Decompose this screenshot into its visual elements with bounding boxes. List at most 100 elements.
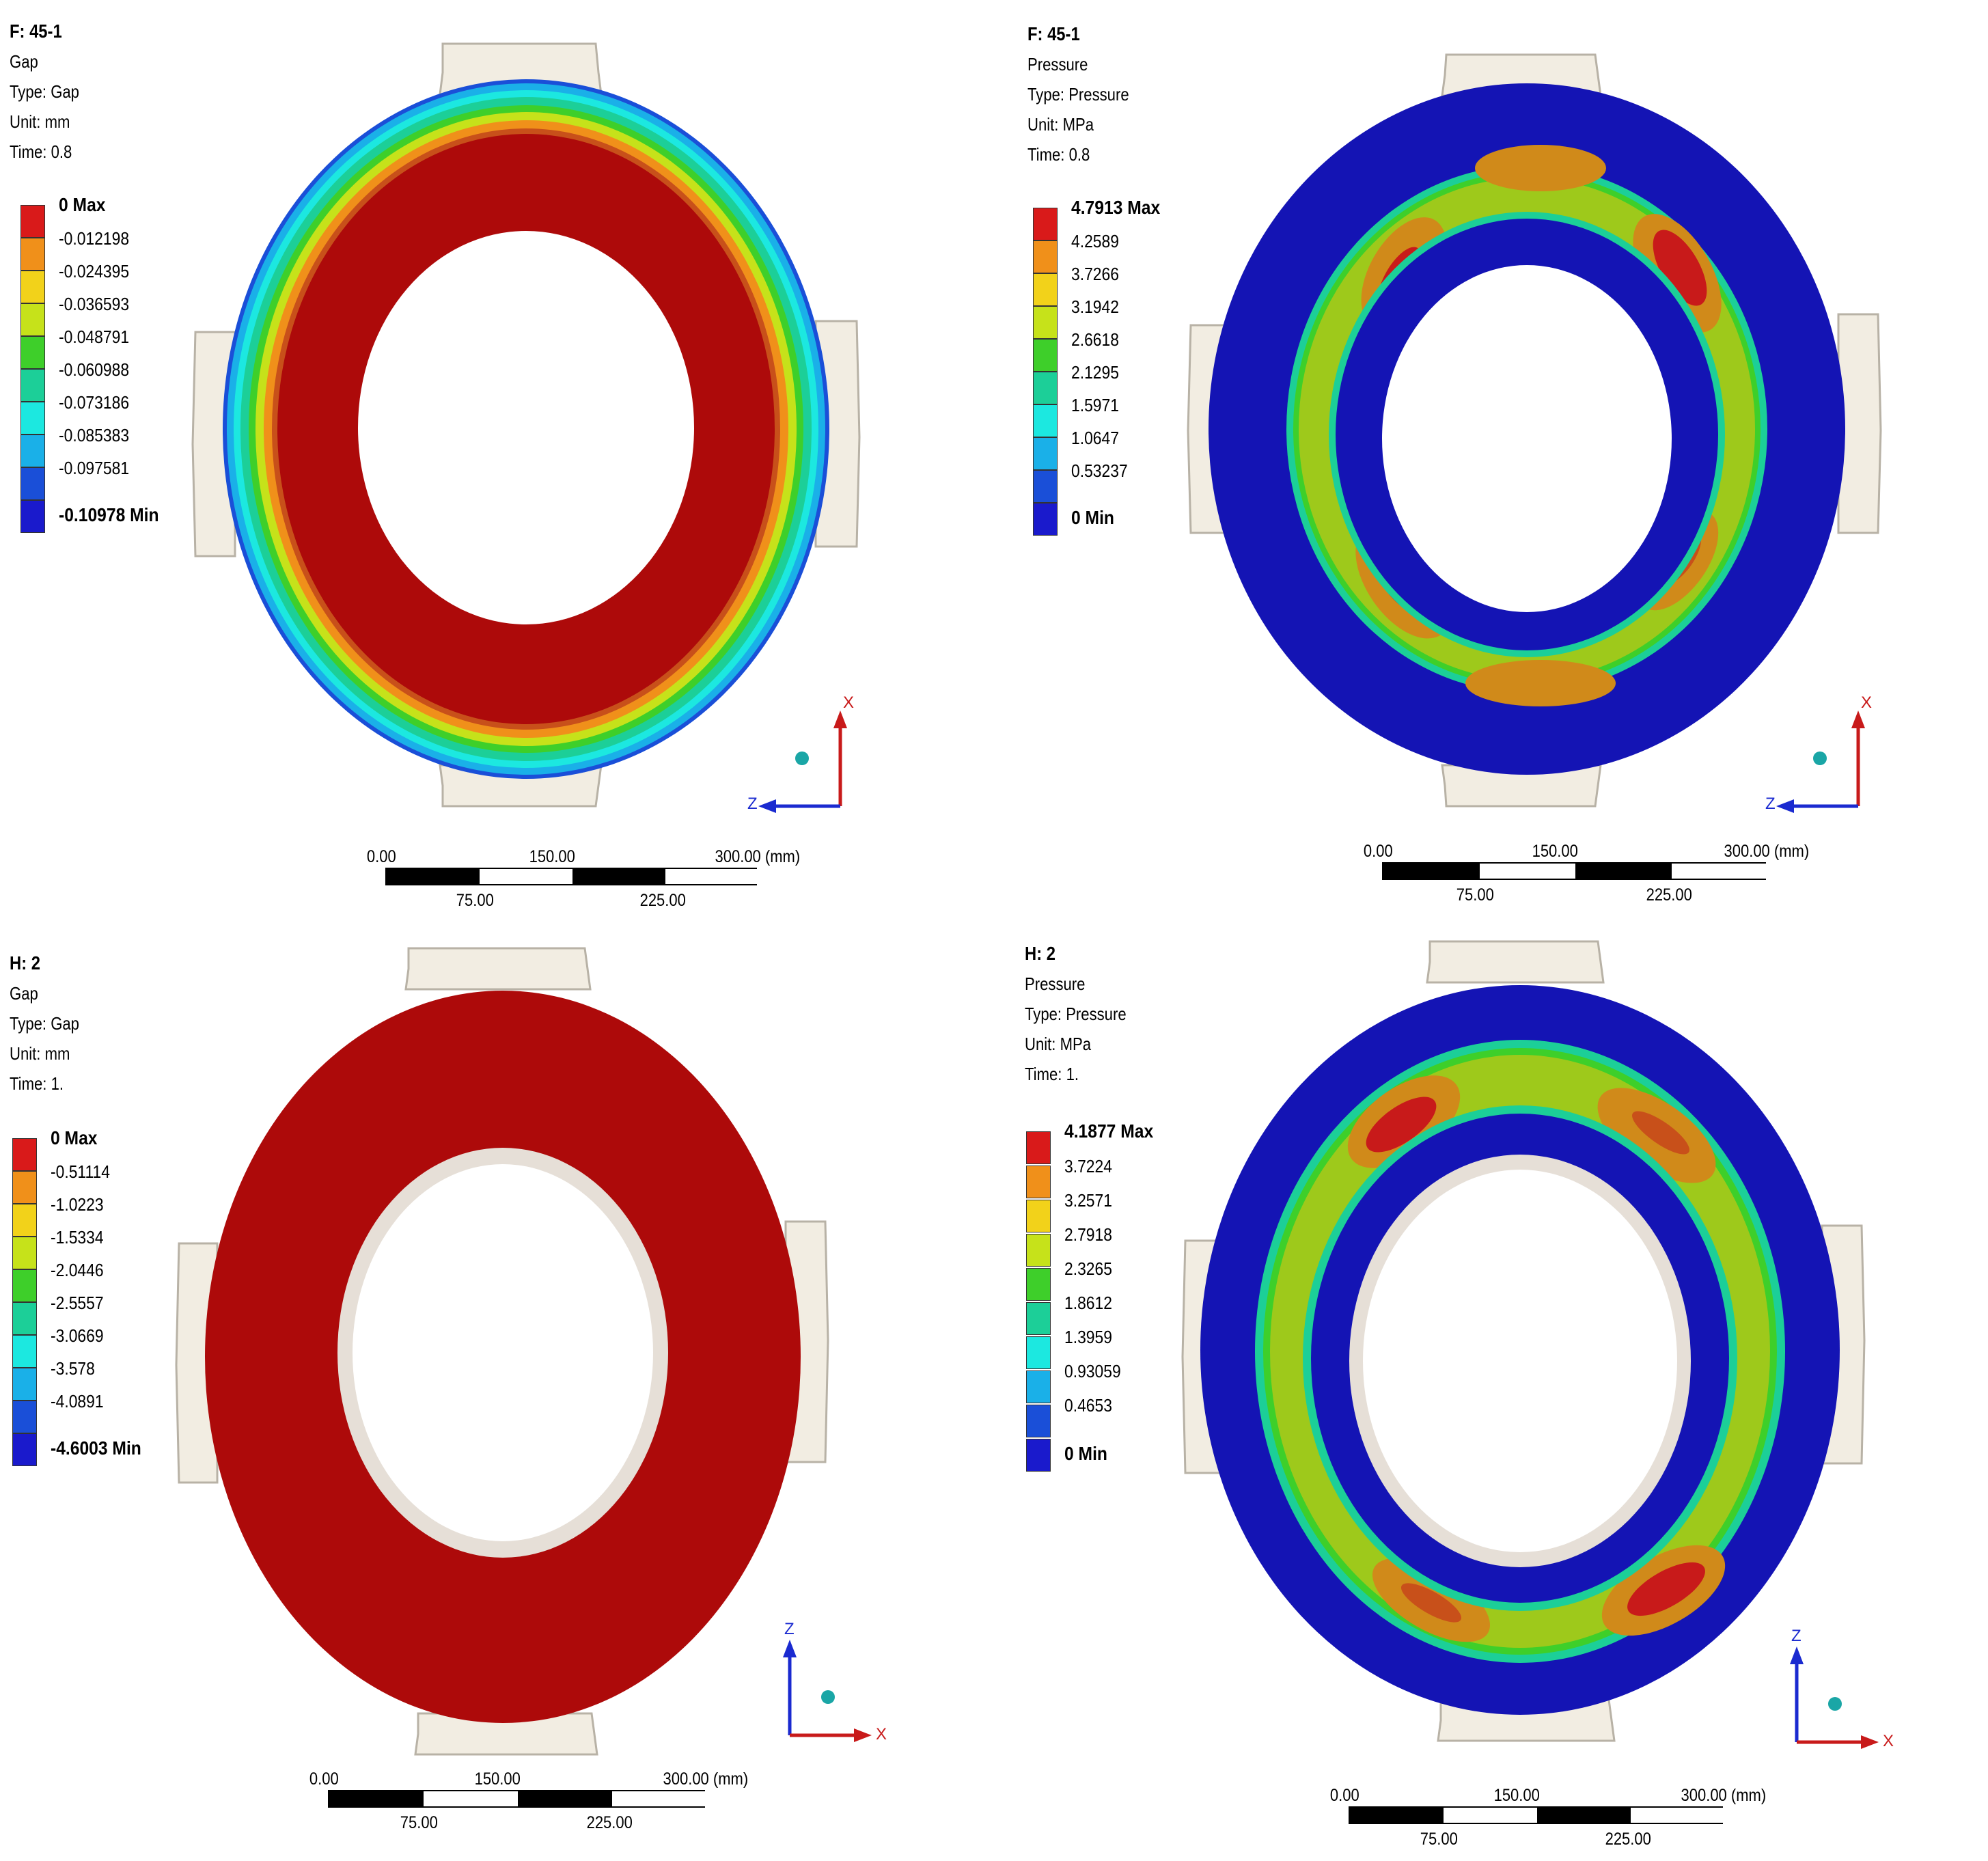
legend-swatch [20, 369, 45, 402]
legend-value-label: 1.5971 [1071, 395, 1119, 415]
legend-swatch [20, 271, 45, 303]
scale-tick-label: 75.00 [400, 1813, 438, 1832]
legend-value-label: 1.8612 [1064, 1293, 1112, 1313]
scale-bar-segment [1444, 1808, 1537, 1823]
legend-swatch [12, 1433, 37, 1466]
result-unit-label: Unit: mm [10, 111, 70, 132]
result-info-block: H: 2 Gap Type: Gap Unit: mm Time: 1. [10, 948, 79, 1099]
axis-view-ball [1828, 1697, 1842, 1711]
legend-swatch [1033, 240, 1058, 273]
legend-value-label: 2.1295 [1071, 362, 1119, 383]
result-id-label: H: 2 [1025, 943, 1055, 964]
scale-tick-label: 300.00 (mm) [715, 847, 801, 866]
result-id-label: F: 45-1 [1027, 23, 1080, 44]
axis-right-arrow [854, 1728, 872, 1742]
scale-tick-label: 150.00 [474, 1769, 521, 1789]
legend-swatch [1033, 404, 1058, 437]
legend-value-label: 3.2571 [1064, 1190, 1112, 1211]
legend-swatch [20, 336, 45, 369]
axis-label: Z [1765, 795, 1776, 813]
legend-value-label: -0.060988 [59, 359, 130, 380]
legend-swatch [1033, 470, 1058, 503]
result-name-label: Pressure [1027, 54, 1088, 74]
axis-label: Z [747, 795, 758, 813]
axis-triad: ZX [783, 1620, 887, 1743]
scale-tick-label: 150.00 [1493, 1786, 1540, 1805]
scale-tick-label: 0.00 [1363, 842, 1393, 861]
result-name-label: Gap [10, 51, 38, 72]
legend-value-label: -0.036593 [59, 294, 130, 314]
legend-swatch [20, 500, 45, 533]
legend-value-label: 2.6618 [1071, 329, 1119, 350]
scale-tick-label: 300.00 (mm) [1724, 842, 1810, 861]
result-type-label: Type: Gap [10, 81, 79, 102]
result-info-block: F: 45-1 Gap Type: Gap Unit: mm Time: 0.8 [10, 16, 79, 167]
legend-value-label: 3.7266 [1071, 264, 1119, 284]
scale-bar-segment [1479, 864, 1575, 879]
legend-value-label: 0 Max [51, 1127, 98, 1148]
scale-bar-segment [480, 869, 572, 884]
result-id-label: F: 45-1 [10, 20, 62, 42]
scale-tick-label: 300.00 (mm) [1681, 1786, 1767, 1805]
legend-value-label: 0 Min [1071, 507, 1114, 528]
legend-swatch [12, 1302, 37, 1335]
legend-value-label: -3.0669 [51, 1325, 104, 1346]
gap-contour-model [191, 42, 861, 808]
legend-swatch [1026, 1166, 1051, 1198]
legend-value-label: 0.93059 [1064, 1361, 1121, 1381]
legend-value-label: -0.012198 [59, 228, 130, 249]
axis-label: Z [784, 1620, 795, 1638]
legend-swatch [1026, 1302, 1051, 1335]
scale-bar-segment [329, 1791, 424, 1806]
result-unit-label: Unit: MPa [1025, 1034, 1092, 1054]
legend-swatch [1026, 1336, 1051, 1369]
legend-swatch [12, 1401, 37, 1433]
legend-value-label: -4.0891 [51, 1391, 104, 1411]
legend-swatch [1033, 372, 1058, 404]
scale-tick-label: 150.00 [529, 847, 575, 866]
scale-tick-label: 0.00 [309, 1769, 339, 1789]
legend-swatch [20, 238, 45, 271]
axis-up-arrow [1851, 711, 1865, 728]
legend-swatch [12, 1269, 37, 1302]
axis-up-arrow [1790, 1646, 1804, 1664]
legend-value-label: 1.0647 [1071, 428, 1119, 448]
scale-tick-label: 225.00 [1605, 1830, 1651, 1849]
axis-triad: ZX [1790, 1627, 1894, 1750]
legend-value-label: -0.097581 [59, 458, 130, 478]
scale-bar-segment [1631, 1808, 1724, 1823]
scale-bar-track [1382, 862, 1767, 880]
scale-tick-label: 225.00 [586, 1813, 633, 1832]
panel-gap-h2 [0, 930, 994, 1861]
scale-bar-segment [424, 1791, 518, 1806]
result-time-label: Time: 1. [10, 1073, 64, 1094]
axis-view-ball [821, 1690, 835, 1704]
result-id-label: H: 2 [10, 952, 40, 974]
scale-tick-label: 75.00 [1456, 885, 1494, 905]
legend-value-label: -2.5557 [51, 1293, 104, 1313]
legend-value-label: -1.0223 [51, 1194, 104, 1215]
pressure-contour-model [1187, 53, 1882, 808]
axis-up-arrow [833, 711, 847, 728]
legend-value-label: -1.5334 [51, 1227, 104, 1247]
legend-swatch [20, 205, 45, 238]
axis-triad: XZ [1765, 693, 1872, 813]
scale-bar-track [1349, 1806, 1724, 1824]
legend-swatch [20, 435, 45, 467]
scale-tick-label: 75.00 [1420, 1830, 1458, 1849]
scale-bar-segment [1671, 864, 1767, 879]
scale-bar-segment [665, 869, 758, 884]
axis-view-ball [795, 752, 809, 765]
axis-left-arrow [1776, 799, 1794, 813]
axis-label: X [876, 1725, 887, 1743]
scale-tick-label: 300.00 (mm) [663, 1769, 749, 1789]
result-unit-label: Unit: mm [10, 1043, 70, 1064]
scale-tick-label: 0.00 [1329, 1786, 1359, 1805]
panel-pressure-h2 [994, 930, 1988, 1861]
result-unit-label: Unit: MPa [1027, 114, 1094, 135]
legend-value-label: 2.7918 [1064, 1224, 1112, 1245]
result-info-block: F: 45-1 Pressure Type: Pressure Unit: MPa Ti… [1027, 19, 1129, 169]
legend-swatch [1026, 1234, 1051, 1267]
axis-view-ball [1813, 752, 1827, 765]
legend-swatch [1033, 306, 1058, 339]
